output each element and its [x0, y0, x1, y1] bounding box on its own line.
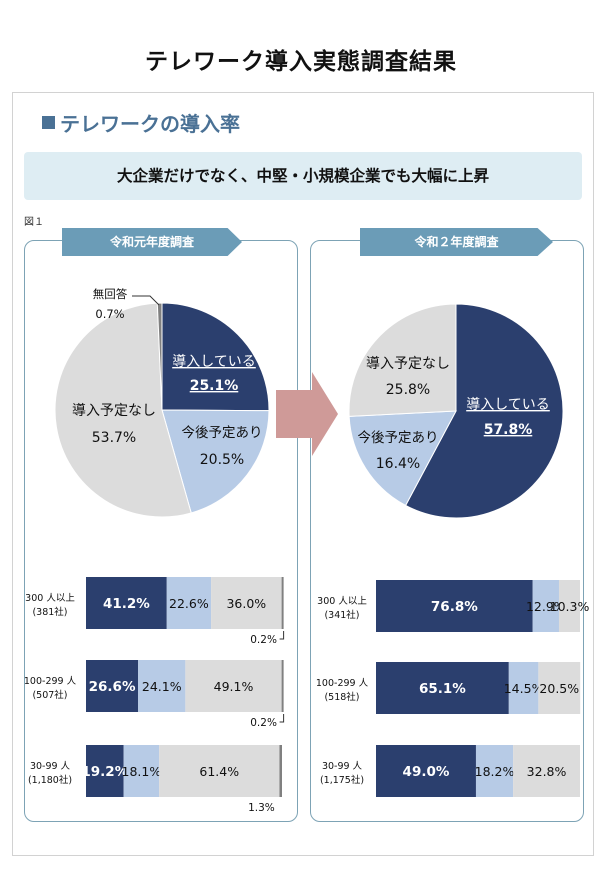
square-bullet-icon: [42, 116, 55, 129]
pie-value-2020-planned: 16.4%: [376, 456, 420, 472]
pie-value-2019-implemented: 25.1%: [190, 378, 239, 394]
pie-label-2019-implemented: 導入している: [172, 354, 256, 370]
pie-value-2019-planned: 20.5%: [200, 452, 244, 468]
figure-label: 図１: [24, 217, 44, 228]
bar-2020-row-count: (1,175社): [320, 774, 364, 786]
bar-2020-row-count: (341社): [324, 609, 359, 621]
pie-slice-2019-no_plan: [54, 302, 192, 518]
bar-2020-value-label: 18.2%: [475, 764, 515, 779]
bar-2019-value-label: 19.2%: [81, 764, 128, 780]
bar-2019-bar-segment: [123, 745, 160, 797]
bar-2019-value-label: 49.1%: [214, 679, 254, 694]
bar-2020-row-label: 100-299 人: [316, 678, 369, 689]
pie-label-2020-implemented: 導入している: [466, 397, 550, 413]
bar-2019-bar-segment: [185, 660, 282, 712]
leader-line-no-answer: [132, 295, 160, 306]
bar-2019-value-label: 41.2%: [103, 596, 150, 612]
pie-value-2019-no-answer: 0.7%: [95, 307, 124, 321]
pie-value-2019-no-plan: 53.7%: [92, 430, 136, 446]
bar-2020-row-label: 300 人以上: [317, 596, 367, 607]
bar-2020-bar-segment: [475, 745, 514, 797]
bar-2020-bar-segment: [376, 745, 476, 797]
bar-2019-bar-segment: [281, 660, 284, 712]
bar-2019-row-count: (1,180社): [28, 774, 72, 786]
bar-2019-value-label: 61.4%: [199, 764, 239, 779]
bar-2019-bar-segment: [166, 577, 212, 629]
bar-2019-row-label: 100-299 人: [24, 676, 77, 687]
pie-value-2020-no-plan: 25.8%: [386, 382, 430, 398]
survey-ribbon-2020: 令和２年度調査: [360, 228, 553, 256]
report-frame: [12, 92, 594, 856]
bar-2019-bar-segment: [86, 745, 124, 797]
pie-slice-2020-planned: [348, 410, 457, 507]
pie-label-2020-planned: 今後予定あり: [358, 430, 439, 446]
bar-2020-value-label: 49.0%: [403, 764, 450, 780]
bar-2019-bar-segment: [159, 745, 280, 797]
page-title: テレワーク導入実態調査結果: [145, 49, 457, 75]
pie-slice-2020-no_plan: [348, 303, 457, 417]
bar-2020-value-label: 10.3%: [550, 599, 590, 614]
bar-2020-value-label: 76.8%: [431, 599, 478, 615]
bar-2020-value-label: 65.1%: [419, 681, 466, 697]
bar-2020-row-count: (518社): [324, 691, 359, 703]
summary-banner: 大企業だけでなく、中堅・小規模企業でも大幅に上昇: [24, 152, 582, 200]
bar-2019-value-label: 18.1%: [122, 764, 162, 779]
bar-2020-value-label: 32.8%: [527, 764, 567, 779]
bar-2020-bar-segment: [508, 662, 539, 714]
bar-2019-leader-line: [279, 631, 285, 640]
survey-ribbon-2019: 令和元年度調査: [62, 228, 242, 256]
bar-2019-bar-segment: [86, 577, 167, 629]
bar-2019-value-label: 24.1%: [142, 679, 182, 694]
bar-2019-bar-segment: [281, 577, 284, 629]
bar-2019-leader-line: [279, 714, 285, 723]
bar-2020-bar-segment: [376, 580, 533, 632]
bar-2019-bar-segment: [279, 745, 282, 797]
right-arrow-icon: [276, 372, 338, 456]
pie-slice-2020-implemented: [404, 303, 564, 519]
bar-2019-value-label: 0.2%: [250, 717, 277, 729]
pie-slice-2019-implemented: [161, 302, 270, 412]
bar-2019-bar-segment: [211, 577, 282, 629]
bar-2020-bar-segment: [376, 662, 509, 714]
pie-label-2019-no-plan: 導入予定なし: [72, 403, 156, 419]
pie-slice-2019-planned: [161, 409, 270, 514]
bar-2019-bar-segment: [138, 660, 186, 712]
bar-2020-bar-segment: [513, 745, 580, 797]
pie-label-2020-no-plan: 導入予定なし: [366, 356, 450, 372]
bar-2019-value-label: 1.3%: [248, 802, 275, 814]
pie-value-2020-implemented: 57.8%: [484, 422, 533, 438]
bar-2020-value-label: 14.5%: [504, 681, 544, 696]
bar-2020-bar-segment: [538, 662, 581, 714]
bar-2019-value-label: 26.6%: [89, 679, 136, 695]
bar-2020-value-label: 20.5%: [539, 681, 579, 696]
bar-2020-value-label: 12.9%: [526, 599, 566, 614]
bar-2019-value-label: 22.6%: [169, 596, 209, 611]
bar-2020-bar-segment: [532, 580, 559, 632]
bar-2019-bar-segment: [86, 660, 139, 712]
bar-2019-row-count: (507社): [32, 689, 67, 701]
bar-2019-value-label: 36.0%: [226, 596, 266, 611]
bar-2020-bar-segment: [558, 580, 580, 632]
bar-2019-row-label: 30-99 人: [30, 761, 71, 772]
bar-2020-row-label: 30-99 人: [322, 761, 363, 772]
section-heading-text: テレワークの導入率: [60, 112, 240, 136]
section-heading: テレワークの導入率: [42, 108, 240, 137]
bar-2019-row-label: 300 人以上: [25, 593, 75, 604]
pie-label-2019-no-answer: 無回答: [93, 287, 128, 301]
bar-2019-row-count: (381社): [32, 606, 67, 618]
bar-2019-value-label: 0.2%: [250, 634, 277, 646]
pie-label-2019-planned: 今後予定あり: [182, 425, 263, 441]
